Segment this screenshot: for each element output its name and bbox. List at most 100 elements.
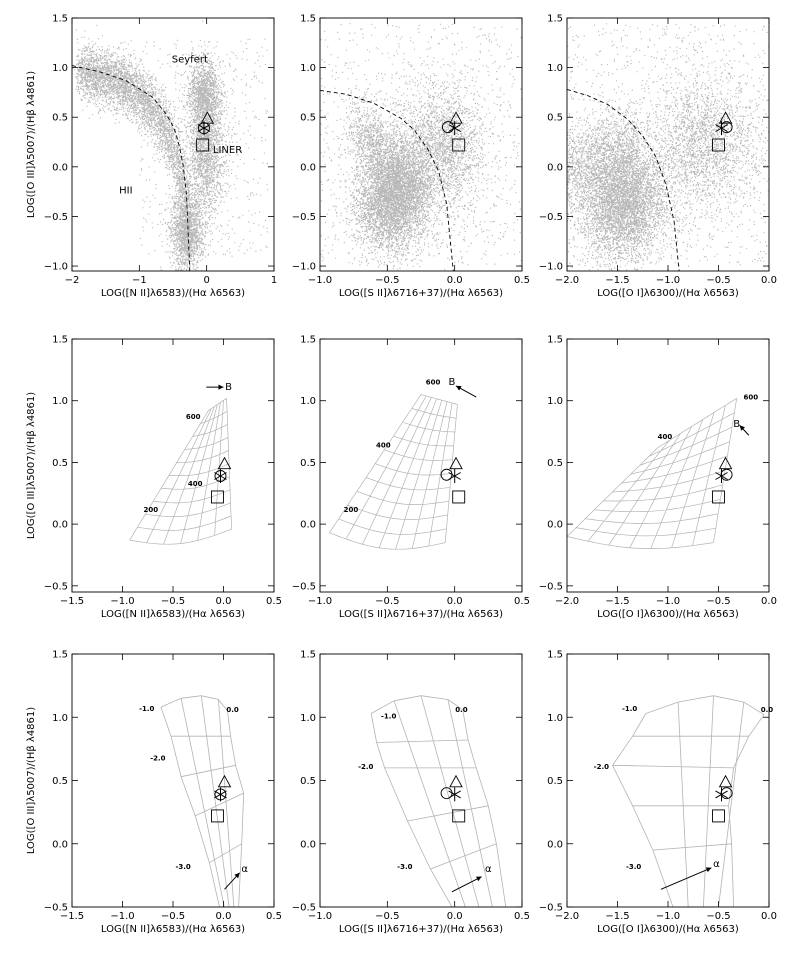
x-tick-label: −1.5 bbox=[605, 275, 629, 286]
y-tick-label: 1.0 bbox=[547, 713, 563, 724]
x-axis-label: LOG([O I]λ6300)/(Hα λ6563) bbox=[597, 288, 739, 299]
x-tick-label: 0.0 bbox=[761, 911, 777, 922]
x-tick-label: −0.5 bbox=[375, 275, 399, 286]
region-label: LINER bbox=[213, 145, 242, 156]
y-tick-label: 0.0 bbox=[52, 839, 68, 850]
x-tick-label: −1.0 bbox=[110, 911, 134, 922]
x-tick-label: −0.5 bbox=[161, 596, 185, 607]
x-tick-label: −1.0 bbox=[110, 596, 134, 607]
curve-label: -2.0 bbox=[150, 754, 165, 762]
asterisk-marker bbox=[715, 121, 728, 136]
square-marker bbox=[210, 490, 224, 504]
x-tick-label: −1 bbox=[132, 275, 147, 286]
y-tick-label: 0.5 bbox=[52, 458, 68, 469]
asterisk-marker bbox=[214, 787, 227, 802]
x-tick-label: −0.5 bbox=[161, 911, 185, 922]
square-marker bbox=[196, 138, 210, 152]
curve-label: -3.0 bbox=[626, 863, 641, 871]
y-tick-label: 0.5 bbox=[547, 776, 563, 787]
y-tick-label: 1.0 bbox=[547, 396, 563, 407]
y-axis-label: LOG([O III]λ5007)/(Hβ λ4861) bbox=[26, 707, 37, 854]
curve-label: -3.0 bbox=[397, 863, 412, 871]
curve-label: -2.0 bbox=[358, 763, 373, 771]
arrow-label: α bbox=[713, 859, 720, 870]
x-tick-label: 0.0 bbox=[761, 275, 777, 286]
arrow-head bbox=[218, 384, 224, 390]
x-tick-label: −0.5 bbox=[375, 596, 399, 607]
x-tick-label: 0.0 bbox=[447, 596, 463, 607]
triangle-marker bbox=[449, 774, 463, 788]
y-tick-label: 1.5 bbox=[300, 14, 316, 25]
y-tick-label: 0.0 bbox=[300, 520, 316, 531]
y-tick-label: 1.5 bbox=[547, 650, 563, 661]
plot-frame bbox=[71, 338, 275, 593]
x-axis-label: LOG([O I]λ6300)/(Hα λ6563) bbox=[597, 924, 739, 935]
triangle-marker bbox=[718, 456, 733, 470]
curve-label: -1.0 bbox=[622, 705, 637, 713]
y-tick-label: 0.0 bbox=[547, 839, 563, 850]
y-tick-label: 1.0 bbox=[300, 713, 316, 724]
model-grid bbox=[612, 695, 765, 907]
x-tick-label: −0.5 bbox=[706, 911, 730, 922]
asterisk-marker bbox=[715, 787, 728, 802]
square-marker bbox=[452, 490, 466, 504]
y-tick-label: 0.0 bbox=[547, 520, 563, 531]
asterisk-marker bbox=[214, 469, 227, 483]
plot-area bbox=[370, 695, 507, 907]
arrow-head bbox=[705, 867, 712, 873]
plot-frame bbox=[319, 653, 523, 908]
arrow-label: B bbox=[225, 382, 232, 393]
panel-0-2: −2.0 −1.5 −1.0 −0.5 0.0 −1.0 −0.5 0.0 0.5 1.0 1.5 L… bbox=[539, 14, 777, 300]
y-tick-label: 1.0 bbox=[300, 396, 316, 407]
y-tick-label: 1.0 bbox=[52, 713, 68, 724]
x-tick-label: 0.0 bbox=[216, 596, 232, 607]
y-tick-label: 1.0 bbox=[52, 63, 68, 74]
y-tick-label: 1.5 bbox=[300, 335, 316, 346]
y-tick-label: 1.5 bbox=[52, 650, 68, 661]
curve-label: -3.0 bbox=[175, 863, 190, 871]
x-tick-label: 1 bbox=[271, 275, 277, 286]
y-tick-label: 1.5 bbox=[52, 335, 68, 346]
curve-label: 400 bbox=[188, 480, 203, 488]
x-tick-label: −1.0 bbox=[656, 275, 680, 286]
y-tick-label: 0.0 bbox=[547, 162, 563, 173]
asterisk-marker bbox=[448, 121, 461, 136]
triangle-marker bbox=[200, 111, 215, 124]
y-tick-label: 1.5 bbox=[547, 335, 563, 346]
curve-label: 0.0 bbox=[761, 706, 774, 714]
model-grid bbox=[370, 695, 507, 907]
square-marker bbox=[452, 138, 466, 152]
y-tick-label: −0.5 bbox=[292, 212, 316, 223]
curve-label: 0.0 bbox=[455, 706, 468, 714]
x-tick-label: −1.5 bbox=[605, 911, 629, 922]
y-tick-label: 0.0 bbox=[300, 839, 316, 850]
arrow-label: B bbox=[449, 377, 456, 388]
x-axis-label: LOG([N II]λ6583)/(Hα λ6563) bbox=[101, 609, 245, 620]
arrow-label: B bbox=[733, 419, 740, 430]
y-tick-label: 0.5 bbox=[52, 113, 68, 124]
curve-label: 400 bbox=[376, 442, 391, 450]
x-tick-label: −1.5 bbox=[60, 596, 84, 607]
x-tick-label: −0.5 bbox=[706, 596, 730, 607]
x-axis-label: LOG([N II]λ6583)/(Hα λ6563) bbox=[101, 924, 245, 935]
x-tick-label: −1.5 bbox=[605, 596, 629, 607]
asterisk-marker bbox=[197, 121, 211, 136]
x-tick-label: 0.5 bbox=[266, 596, 282, 607]
x-axis-label: LOG([N II]λ6583)/(Hα λ6563) bbox=[101, 288, 245, 299]
y-tick-label: 0.5 bbox=[300, 113, 316, 124]
y-tick-label: 1.0 bbox=[300, 63, 316, 74]
y-tick-label: 0.0 bbox=[52, 162, 68, 173]
y-tick-label: 0.5 bbox=[300, 458, 316, 469]
square-marker bbox=[452, 809, 466, 823]
arrow-head bbox=[476, 876, 482, 882]
y-tick-label: −0.5 bbox=[44, 903, 68, 914]
plot-area bbox=[320, 23, 522, 271]
x-tick-label: 0.5 bbox=[266, 911, 282, 922]
x-tick-label: −2 bbox=[65, 275, 80, 286]
square-marker bbox=[712, 809, 725, 823]
arrow-label: α bbox=[241, 864, 248, 875]
y-tick-label: 0.5 bbox=[547, 458, 563, 469]
x-tick-label: −1.0 bbox=[308, 275, 332, 286]
